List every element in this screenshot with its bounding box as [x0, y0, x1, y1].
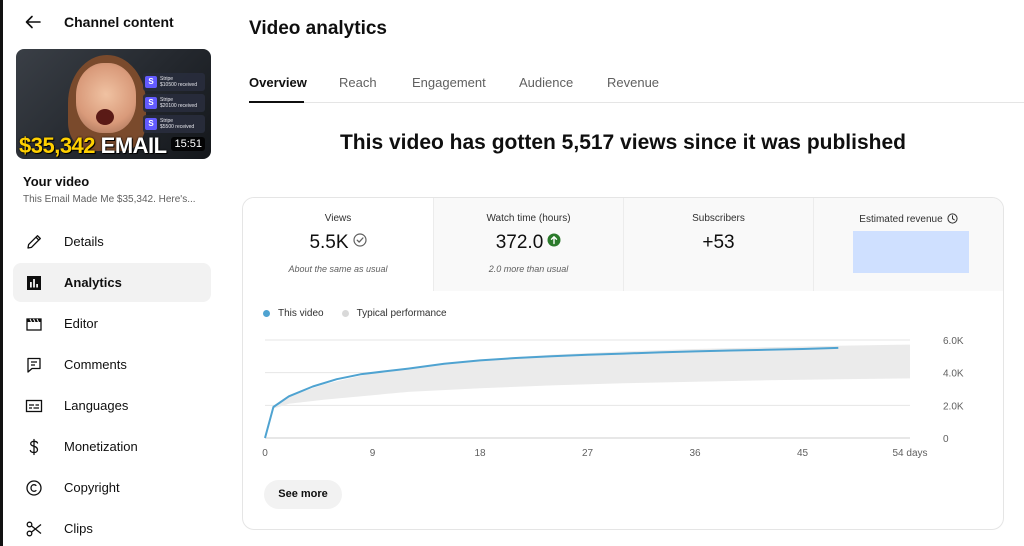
- see-more-button[interactable]: See more: [264, 480, 342, 509]
- legend-item-this-video: This video: [263, 308, 324, 319]
- stripe-logo-icon: S: [145, 76, 157, 88]
- metric-label-row: Estimated revenue: [814, 213, 1003, 225]
- metric-label: Watch time (hours): [486, 213, 571, 224]
- x-tick-label: 18: [474, 448, 486, 459]
- sidebar-item-monetization[interactable]: Monetization: [13, 427, 211, 466]
- dollar-icon: [29, 438, 39, 455]
- sidebar-item-languages[interactable]: Languages: [13, 386, 211, 425]
- sidebar-item-label: Clips: [64, 521, 93, 536]
- metric-value: 372.0: [495, 232, 544, 253]
- sidebar-item-label: Monetization: [64, 439, 138, 454]
- sidebar-nav: Details Analytics Editor Comm: [13, 222, 211, 546]
- sidebar: Channel content S Stripe $10500 received …: [3, 0, 225, 546]
- stripe-logo-icon: S: [145, 97, 157, 109]
- x-tick-label: 36: [689, 448, 701, 459]
- analytics-card: Views 5.5K About the same as usual Watch…: [242, 197, 1004, 530]
- page-title: Video analytics: [249, 18, 387, 39]
- scissors-icon: [26, 521, 42, 536]
- metric-views[interactable]: Views 5.5K About the same as usual: [243, 198, 433, 291]
- revenue-redacted-block: [853, 231, 969, 273]
- sidebar-item-comments[interactable]: Comments: [13, 345, 211, 384]
- thumbnail-notification: S Stripe $5500 received: [143, 115, 205, 133]
- active-tab-indicator: [249, 101, 304, 103]
- metric-estimated-revenue[interactable]: Estimated revenue: [813, 198, 1003, 291]
- tab-engagement[interactable]: Engagement: [412, 75, 486, 90]
- metric-value: +53: [702, 232, 735, 253]
- notification-text: Stripe $5500 received: [160, 118, 195, 130]
- tab-reach[interactable]: Reach: [339, 75, 377, 90]
- sidebar-item-label: Analytics: [64, 275, 122, 290]
- sidebar-item-editor[interactable]: Editor: [13, 304, 211, 343]
- analytics-icon: [27, 275, 41, 290]
- typical-performance-band: [265, 344, 910, 438]
- sidebar-item-label: Details: [64, 234, 104, 249]
- metric-subtext: 2.0 more than usual: [488, 264, 569, 274]
- views-chart[interactable]: 0 2.0K 4.0K 6.0K 0 9 18 27 36 45 54 days: [243, 328, 1003, 468]
- analytics-tabs: Overview Reach Engagement Audience Reven…: [249, 66, 1024, 103]
- clock-icon: [947, 213, 958, 224]
- thumbnail-notification: S Stripe $10500 received: [143, 73, 205, 91]
- legend-item-typical: Typical performance: [341, 308, 447, 319]
- clapperboard-icon: [26, 317, 42, 331]
- tab-audience[interactable]: Audience: [519, 75, 574, 90]
- sidebar-item-label: Editor: [64, 316, 98, 331]
- sidebar-item-label: Copyright: [64, 480, 120, 495]
- sidebar-item-copyright[interactable]: Copyright: [13, 468, 211, 507]
- sidebar-item-details[interactable]: Details: [13, 222, 211, 261]
- sidebar-item-clips[interactable]: Clips: [13, 509, 211, 546]
- sidebar-item-analytics[interactable]: Analytics: [13, 263, 211, 302]
- thumbnail-mouth: [96, 109, 114, 125]
- channel-content-title: Channel content: [64, 14, 174, 30]
- metric-cards: Views 5.5K About the same as usual Watch…: [243, 198, 1003, 291]
- notification-text: Stripe $20100 received: [160, 97, 197, 109]
- copyright-icon: [26, 479, 42, 496]
- metric-subscribers[interactable]: Subscribers +53: [623, 198, 813, 291]
- comment-icon: [27, 357, 41, 373]
- metric-watch-time[interactable]: Watch time (hours) 372.0 2.0 more than u…: [433, 198, 623, 291]
- sidebar-item-label: Languages: [64, 398, 129, 413]
- back-row[interactable]: Channel content: [23, 11, 174, 33]
- y-tick-label: 2.0K: [943, 401, 964, 412]
- x-tick-label: 0: [262, 448, 268, 459]
- arrow-up-circle-icon: [547, 233, 561, 247]
- notification-text: Stripe $10500 received: [160, 76, 197, 88]
- metric-value-row: 372.0: [434, 232, 623, 254]
- y-tick-label: 4.0K: [943, 369, 964, 380]
- legend-label: Typical performance: [356, 308, 447, 319]
- views-headline: This video has gotten 5,517 views since …: [339, 131, 906, 154]
- x-tick-label: 27: [582, 448, 594, 459]
- stripe-logo-icon: S: [145, 118, 157, 130]
- legend-label: This video: [278, 308, 324, 319]
- metric-label: Estimated revenue: [859, 214, 943, 225]
- x-tick-label: 54 days: [892, 448, 927, 459]
- window-edge: [0, 0, 3, 546]
- sidebar-item-label: Comments: [64, 357, 127, 372]
- metric-label: Subscribers: [692, 213, 745, 224]
- tab-revenue[interactable]: Revenue: [607, 75, 660, 90]
- video-duration: 15:51: [171, 137, 205, 151]
- legend-dot-icon: [263, 310, 270, 317]
- back-arrow-icon[interactable]: [23, 12, 43, 32]
- check-circle-icon: [352, 233, 367, 247]
- video-thumbnail[interactable]: S Stripe $10500 received S Stripe $20100 r…: [16, 49, 211, 159]
- metric-label: Views: [324, 213, 352, 224]
- metric-value-row: 5.5K: [243, 232, 433, 254]
- subtitles-icon: [25, 399, 43, 412]
- video-title: This Email Made Me $35,342. Here's...: [23, 194, 196, 205]
- series-line-this-video: [264, 346, 839, 439]
- your-video-label: Your video: [23, 174, 90, 189]
- metric-subtext: About the same as usual: [288, 264, 388, 274]
- x-tick-label: 9: [370, 448, 376, 459]
- thumbnail-notifications: S Stripe $10500 received S Stripe $20100 r…: [143, 73, 205, 136]
- y-tick-label: 6.0K: [943, 336, 964, 347]
- legend-dot-icon: [341, 310, 349, 317]
- y-tick-label: 0: [943, 434, 949, 445]
- x-tick-label: 45: [797, 448, 809, 459]
- pencil-icon: [27, 234, 41, 249]
- metric-value: 5.5K: [309, 232, 349, 253]
- chart-legend: This video Typical performance: [263, 308, 465, 319]
- tab-overview[interactable]: Overview: [249, 75, 307, 90]
- thumbnail-headline: $35,342 EMAIL: [19, 133, 167, 158]
- thumbnail-notification: S Stripe $20100 received: [143, 94, 205, 112]
